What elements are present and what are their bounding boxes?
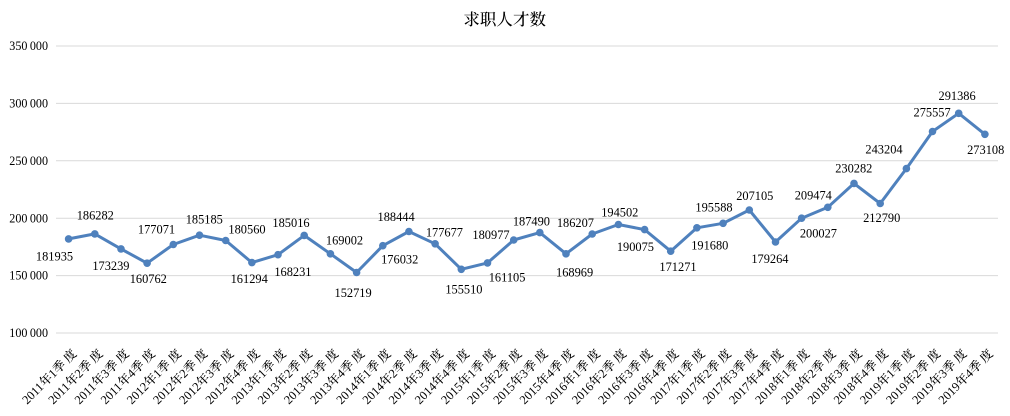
svg-text:250 000: 250 000	[9, 154, 48, 168]
svg-text:200027: 200027	[800, 226, 837, 240]
svg-text:185185: 185185	[186, 212, 223, 226]
svg-text:161294: 161294	[231, 272, 268, 286]
svg-text:160762: 160762	[130, 272, 167, 286]
svg-text:195588: 195588	[695, 201, 732, 215]
svg-text:194502: 194502	[601, 205, 638, 219]
svg-text:188444: 188444	[378, 210, 415, 224]
svg-text:169002: 169002	[326, 233, 363, 247]
svg-text:207105: 207105	[736, 189, 773, 203]
svg-text:190075: 190075	[617, 240, 654, 254]
svg-text:161105: 161105	[489, 271, 526, 285]
svg-text:150 000: 150 000	[9, 269, 48, 283]
svg-text:176032: 176032	[381, 252, 418, 266]
svg-text:185016: 185016	[272, 216, 309, 230]
svg-text:100 000: 100 000	[9, 326, 48, 340]
svg-text:275557: 275557	[914, 105, 951, 119]
svg-text:191680: 191680	[691, 239, 728, 253]
svg-text:181935: 181935	[36, 250, 73, 264]
svg-text:180560: 180560	[228, 222, 265, 236]
svg-text:177677: 177677	[426, 226, 463, 240]
svg-text:180977: 180977	[472, 228, 509, 242]
svg-text:155510: 155510	[445, 283, 482, 297]
svg-text:168231: 168231	[274, 265, 311, 279]
svg-text:243204: 243204	[865, 142, 902, 156]
svg-text:173239: 173239	[92, 259, 129, 273]
svg-text:171271: 171271	[659, 260, 696, 274]
svg-text:186207: 186207	[557, 216, 594, 230]
svg-text:168969: 168969	[556, 266, 593, 280]
svg-text:300 000: 300 000	[9, 97, 48, 111]
svg-text:230282: 230282	[835, 162, 872, 176]
svg-text:186282: 186282	[77, 209, 114, 223]
svg-text:273108: 273108	[967, 143, 1004, 157]
svg-text:152719: 152719	[335, 286, 372, 300]
svg-text:291386: 291386	[939, 89, 976, 103]
svg-text:179264: 179264	[751, 252, 788, 266]
svg-text:212790: 212790	[863, 211, 900, 225]
svg-text:209474: 209474	[795, 189, 832, 203]
svg-text:187490: 187490	[513, 215, 550, 229]
svg-text:350 000: 350 000	[9, 39, 48, 53]
svg-text:177071: 177071	[138, 222, 175, 236]
svg-text:200 000: 200 000	[9, 211, 48, 225]
